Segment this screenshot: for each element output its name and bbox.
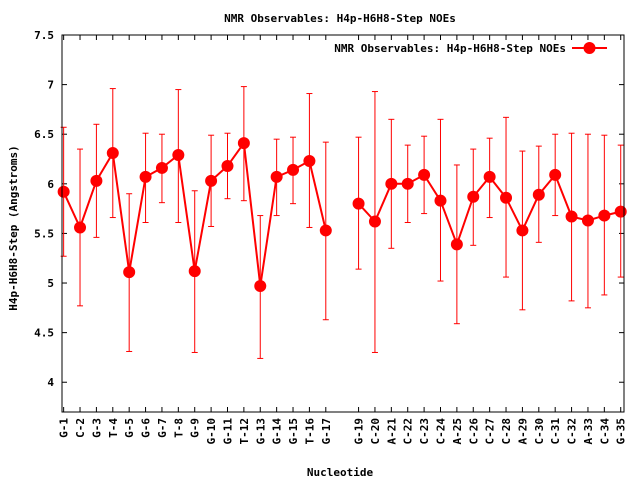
data-point	[74, 221, 87, 234]
y-tick-label: 6.5	[34, 128, 54, 141]
x-tick-label: C-32	[566, 418, 579, 445]
x-tick-label: G-3	[90, 418, 103, 438]
chart-title: NMR Observables: H4p-H6H8-Step NOEs	[224, 12, 456, 25]
data-point	[139, 170, 152, 183]
x-tick-label: C-31	[549, 418, 562, 445]
data-point	[205, 174, 218, 187]
y-tick-label: 4.5	[34, 327, 54, 340]
x-tick-label: G-1	[58, 418, 71, 438]
data-points	[57, 137, 627, 293]
x-tick-label: G-13	[254, 418, 267, 445]
y-tick-label: 5	[47, 277, 54, 290]
x-tick-label: A-33	[582, 418, 595, 445]
x-tick-label: G-17	[320, 418, 333, 445]
data-point	[57, 185, 70, 198]
data-point	[254, 280, 267, 293]
x-tick-label: C-2	[74, 418, 87, 438]
y-axis-label: H4p-H6H8-Step (Angstroms)	[7, 145, 20, 311]
legend: NMR Observables: H4p-H6H8-Step NOEs	[334, 42, 607, 55]
data-point	[401, 177, 414, 190]
data-point	[598, 209, 611, 222]
data-point	[450, 238, 463, 251]
x-tick-label: A-21	[385, 418, 398, 445]
data-point	[237, 137, 250, 150]
x-tick-label: G-5	[123, 418, 136, 438]
x-tick-label: G-11	[221, 418, 234, 445]
x-tick-label: G-9	[189, 418, 202, 438]
x-axis-label: Nucleotide	[307, 466, 374, 479]
legend-label: NMR Observables: H4p-H6H8-Step NOEs	[334, 42, 566, 55]
x-tick-label: C-30	[533, 418, 546, 445]
data-point	[352, 197, 365, 210]
data-point	[418, 168, 431, 181]
y-tick-label: 7.5	[34, 29, 54, 42]
y-tick-label: 4	[47, 376, 54, 389]
data-point	[368, 215, 381, 228]
x-tick-label: C-20	[369, 418, 382, 445]
data-point	[614, 205, 627, 218]
data-point	[221, 159, 234, 172]
y-axis-ticks: 4 4.5 5 5.5 6 6.5 7 7.5	[34, 29, 624, 389]
x-tick-label: T-12	[238, 418, 251, 445]
legend-marker	[583, 42, 596, 54]
data-point	[516, 224, 529, 237]
data-point	[500, 191, 513, 204]
x-tick-label: C-23	[418, 418, 431, 445]
data-point	[287, 163, 300, 176]
data-point	[483, 170, 496, 183]
data-point	[581, 214, 594, 227]
x-tick-label: G-19	[353, 418, 366, 445]
y-tick-label: 6	[47, 178, 54, 191]
x-tick-label: C-28	[500, 418, 513, 445]
data-point	[172, 149, 185, 162]
x-tick-label: T-8	[172, 418, 185, 438]
data-point	[467, 190, 480, 203]
data-point	[319, 224, 332, 237]
data-point	[303, 154, 316, 167]
x-tick-label: A-29	[516, 418, 529, 445]
x-tick-label: G-10	[205, 418, 218, 445]
x-tick-label: G-7	[156, 418, 169, 438]
data-point	[385, 177, 398, 190]
data-point	[188, 265, 201, 278]
data-point	[90, 174, 103, 187]
x-tick-label: G-6	[140, 418, 153, 438]
x-tick-label: T-16	[303, 418, 316, 445]
x-tick-label: A-25	[451, 418, 464, 445]
x-tick-label: G-15	[287, 418, 300, 445]
data-point	[532, 188, 545, 201]
x-tick-label: G-14	[271, 418, 284, 445]
data-point	[270, 170, 283, 183]
y-tick-label: 5.5	[34, 227, 54, 240]
x-tick-label: G-35	[615, 418, 628, 445]
x-tick-label: C-26	[467, 418, 480, 445]
plot-frame	[61, 34, 625, 413]
x-tick-label: C-24	[434, 418, 447, 445]
y-tick-label: 7	[47, 79, 54, 92]
data-point	[106, 147, 119, 160]
data-point	[123, 266, 136, 279]
x-tick-label: T-4	[107, 418, 120, 438]
data-point	[434, 194, 447, 207]
data-point	[549, 168, 562, 181]
x-axis-ticks: G-1 C-2 G-3 T-4 G-5 G-6 G-7 T-8 G-9 G-10 G-11 T-12 G…	[58, 35, 628, 445]
data-point	[155, 161, 168, 174]
x-tick-label: C-34	[598, 418, 611, 445]
data-point	[565, 210, 578, 223]
x-tick-label: C-27	[484, 418, 497, 445]
x-tick-label: C-22	[402, 418, 415, 445]
